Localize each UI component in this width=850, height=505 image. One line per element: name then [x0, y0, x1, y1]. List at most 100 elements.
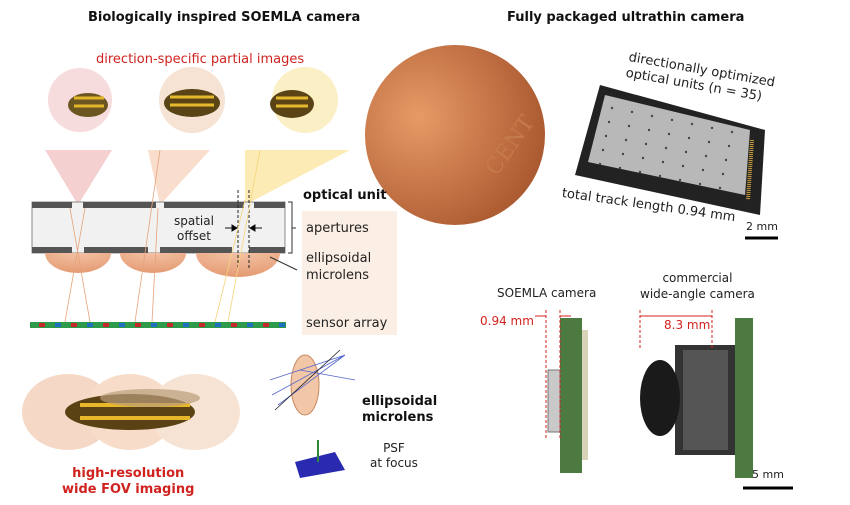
- optical-unit-dot: [698, 182, 702, 186]
- sensor-pixel: [255, 323, 261, 327]
- optical-unit-dot: [664, 146, 668, 150]
- partial-image-3: [270, 67, 338, 133]
- sensor-pixel: [151, 323, 157, 327]
- commercial-camera-image: [640, 318, 753, 478]
- optical-unit-label: optical unit: [303, 188, 387, 203]
- partial-images-label: direction-specific partial images: [96, 52, 305, 67]
- optical-unit-dot: [658, 174, 662, 178]
- soemla-camera-label: SOEMLA camera: [497, 286, 597, 300]
- sensor-pixel: [247, 323, 253, 327]
- optical-unit-dot: [724, 158, 728, 162]
- optical-unit-dot: [624, 138, 628, 142]
- label-box: [302, 211, 397, 335]
- partial-image-1: [48, 68, 112, 132]
- partial-image-2: [159, 67, 225, 133]
- lens-ray-diagram: [269, 349, 356, 416]
- sensor-pixel: [271, 323, 277, 327]
- optical-unit-dot: [598, 162, 602, 166]
- optical-unit-dot: [641, 156, 645, 160]
- optical-unit-dot: [647, 128, 651, 132]
- optical-unit-dot: [730, 130, 734, 134]
- sensor-pixel: [71, 323, 77, 327]
- psf-plot: [295, 440, 345, 478]
- sensor-pixel: [159, 323, 165, 327]
- sensor-pixel: [95, 323, 101, 327]
- optical-unit-dot: [670, 118, 674, 122]
- sensor-pixel: [183, 323, 189, 327]
- sensor-pixel: [79, 323, 85, 327]
- optical-unit-dot: [690, 122, 694, 126]
- sensor-pixel: [263, 323, 269, 327]
- optical-unit-dot: [627, 124, 631, 128]
- optical-unit-dot: [707, 140, 711, 144]
- optical-unit-dot: [621, 152, 625, 156]
- soemla-side-image: [547, 318, 588, 473]
- sensor-array-label: sensor array: [306, 316, 388, 331]
- light-cone-peach: [148, 150, 210, 205]
- sensor-pixel: [207, 323, 213, 327]
- optical-unit-dot: [721, 172, 725, 176]
- optical-unit-dot: [710, 126, 714, 130]
- sensor-pixel: [199, 323, 205, 327]
- sensor-pixel: [167, 323, 173, 327]
- spatial-offset-label: spatial offset: [174, 214, 214, 243]
- optical-unit-dot: [678, 178, 682, 182]
- sensor-pixel: [231, 323, 237, 327]
- sensor-pixel: [55, 323, 61, 327]
- sensor-pixel: [143, 323, 149, 327]
- sensor-pixel: [239, 323, 245, 327]
- optical-unit-dot: [618, 166, 622, 170]
- dimension-lines: [545, 310, 713, 440]
- offset-arrows: [225, 224, 262, 232]
- coin-image: CENT: [365, 45, 545, 225]
- sensor-pixel: [175, 323, 181, 327]
- imaging-label: high-resolution wide FOV imaging: [62, 466, 195, 497]
- apertures-label: apertures: [306, 221, 369, 236]
- optical-unit-dot: [644, 142, 648, 146]
- optical-unit-dot: [667, 132, 671, 136]
- sensor-pixel: [279, 323, 285, 327]
- scale-label-5mm: 5 mm: [752, 468, 784, 481]
- optical-unit-dot: [630, 110, 634, 114]
- scale-label-2mm: 2 mm: [746, 220, 778, 233]
- sensor-array-strip: [30, 322, 286, 328]
- optical-unit-dot: [727, 144, 731, 148]
- optical-unit-dot: [604, 134, 608, 138]
- apertures: [32, 202, 285, 253]
- soemla-thickness: 0.94 mm: [480, 314, 534, 328]
- microlens-label: ellipsoidal microlens: [306, 251, 372, 283]
- sensor-pixel: [63, 323, 69, 327]
- optical-unit-dot: [661, 160, 665, 164]
- sensor-pixel: [47, 323, 53, 327]
- sensor-pixel: [215, 323, 221, 327]
- sensor-pixel: [127, 323, 133, 327]
- right-title: Fully packaged ultrathin camera: [507, 10, 745, 25]
- sensor-pixel: [87, 323, 93, 327]
- optical-unit-dot: [638, 170, 642, 174]
- lens-diagram-label: ellipsoidal microlens: [362, 394, 438, 425]
- commercial-camera-label: commercial wide-angle camera: [640, 271, 755, 301]
- sensor-pixel: [135, 323, 141, 327]
- optical-unit-dot: [610, 106, 614, 110]
- light-cone-yellow: [245, 150, 350, 205]
- sensor-pixel: [39, 323, 45, 327]
- optical-unit-dot: [650, 114, 654, 118]
- left-title: Biologically inspired SOEMLA camera: [88, 10, 361, 25]
- sensor-pixel: [31, 323, 37, 327]
- optical-unit-dot: [687, 136, 691, 140]
- sensor-pixel: [103, 323, 109, 327]
- sensor-pixel: [111, 323, 117, 327]
- optical-unit-dot: [684, 150, 688, 154]
- psf-label: PSF at focus: [370, 441, 418, 470]
- ray-lines: [64, 149, 261, 323]
- light-cone-red: [45, 150, 112, 205]
- sensor-pixel: [191, 323, 197, 327]
- optical-unit-dot: [681, 164, 685, 168]
- sensor-pixel: [119, 323, 125, 327]
- commercial-thickness: 8.3 mm: [664, 318, 711, 332]
- camera-chip-image: [575, 85, 765, 215]
- optical-unit-dot: [718, 186, 722, 190]
- optical-layer: [31, 201, 286, 254]
